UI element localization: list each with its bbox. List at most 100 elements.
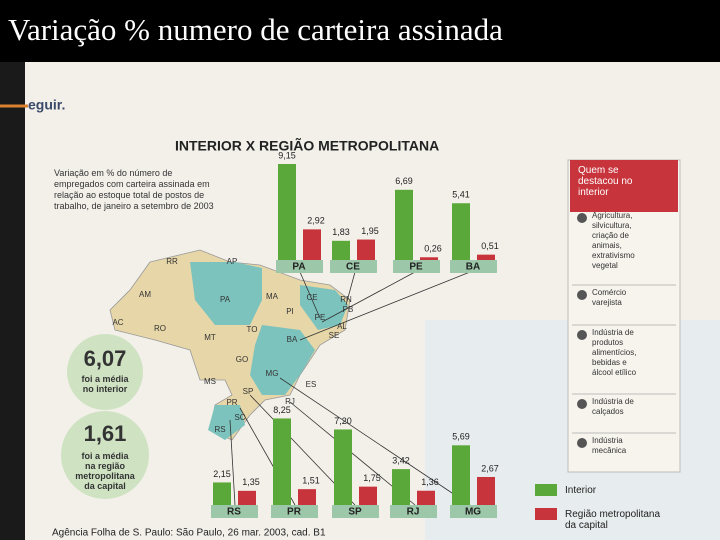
bar bbox=[238, 490, 256, 505]
background-text: eguir. bbox=[28, 97, 65, 113]
map-label: ES bbox=[306, 380, 317, 389]
connector bbox=[299, 271, 321, 319]
map-label: MA bbox=[266, 292, 279, 301]
category-box bbox=[211, 505, 258, 518]
connector bbox=[321, 271, 416, 323]
value-label: 7,20 bbox=[334, 416, 352, 426]
highlight-item: Indústria de calçados bbox=[592, 397, 634, 416]
bar bbox=[420, 257, 438, 260]
bar bbox=[477, 476, 495, 505]
connector bbox=[345, 271, 356, 306]
category-label: RJ bbox=[407, 507, 420, 518]
map-label: MT bbox=[204, 333, 216, 342]
highlight-icon bbox=[577, 213, 587, 223]
connector bbox=[229, 419, 236, 506]
value-label: 5,41 bbox=[452, 190, 470, 200]
value-label: 1,83 bbox=[332, 227, 350, 237]
highlights-title: Quem se destacou no interior bbox=[578, 165, 633, 198]
chart-title: INTERIOR X REGIÃO METROPOLITANA bbox=[175, 137, 439, 154]
annotation-value: 1,61 bbox=[84, 421, 127, 446]
highlight-icon bbox=[577, 330, 587, 340]
value-label: 0,26 bbox=[424, 244, 442, 254]
category-label: RS bbox=[227, 507, 241, 518]
category-label: CE bbox=[346, 262, 360, 273]
bar bbox=[417, 490, 435, 505]
value-label: 1,36 bbox=[421, 477, 439, 487]
connector bbox=[299, 271, 471, 341]
bar bbox=[395, 189, 413, 260]
bar bbox=[359, 486, 377, 505]
highlight-item: Comércio varejista bbox=[592, 288, 627, 307]
highlight-item: Indústria de produtos alimentícios, bebidas… bbox=[592, 328, 637, 377]
map-label: AL bbox=[337, 322, 347, 331]
map-label: SE bbox=[329, 331, 340, 340]
annotation-text: foi a média na região metropolitana da capi… bbox=[75, 451, 136, 491]
value-label: 3,42 bbox=[392, 455, 410, 465]
map-label: PR bbox=[226, 398, 237, 407]
map-label: PI bbox=[286, 307, 294, 316]
value-label: 9,15 bbox=[278, 150, 296, 160]
category-box bbox=[393, 260, 440, 273]
highlight-icon bbox=[577, 399, 587, 409]
category-box bbox=[330, 260, 377, 273]
legend-label: Região metropolitana da capital bbox=[565, 509, 660, 531]
bar bbox=[303, 229, 321, 260]
description: Variação em % do número de empregados co… bbox=[54, 168, 214, 211]
annotation-value: 6,07 bbox=[84, 346, 127, 371]
map-label: TO bbox=[247, 325, 258, 334]
value-label: 1,51 bbox=[302, 476, 320, 486]
category-label: MG bbox=[465, 507, 481, 518]
map-label: SC bbox=[234, 413, 245, 422]
bar bbox=[477, 254, 495, 260]
bar bbox=[452, 445, 470, 505]
value-label: 0,51 bbox=[481, 241, 499, 251]
bar bbox=[332, 240, 350, 260]
map-label: RN bbox=[340, 295, 352, 304]
value-label: 2,15 bbox=[213, 469, 231, 479]
map-label: MG bbox=[266, 369, 279, 378]
map-label: PB bbox=[343, 305, 354, 314]
highlight-item: Indústria mecânica bbox=[592, 436, 627, 455]
highlight-item: Agricultura, silvicultura, criação de anima… bbox=[592, 211, 635, 270]
map-region bbox=[208, 405, 245, 440]
map-region bbox=[250, 325, 315, 395]
source: Agência Folha de S. Paulo: São Paulo, 26… bbox=[52, 528, 326, 539]
value-label: 1,35 bbox=[242, 477, 260, 487]
category-box bbox=[271, 505, 318, 518]
highlight-icon bbox=[577, 290, 587, 300]
map-label: RS bbox=[214, 425, 225, 434]
map-brazil bbox=[109, 249, 351, 441]
bar bbox=[392, 469, 410, 505]
map-label: MS bbox=[204, 377, 216, 386]
category-box bbox=[332, 505, 379, 518]
category-box bbox=[276, 260, 323, 273]
value-label: 2,67 bbox=[481, 463, 499, 473]
map-region bbox=[300, 285, 348, 330]
map-label: BA bbox=[287, 335, 298, 344]
legend-label: Interior bbox=[565, 485, 597, 496]
map-label: AC bbox=[112, 318, 123, 327]
category-label: PR bbox=[287, 507, 302, 518]
connector bbox=[279, 377, 471, 506]
map-region bbox=[190, 262, 262, 325]
bar bbox=[278, 164, 296, 260]
map-label: CE bbox=[306, 293, 317, 302]
annotation-bubble bbox=[67, 334, 143, 410]
map-label: RJ bbox=[285, 397, 295, 406]
map-label: PA bbox=[220, 295, 231, 304]
highlights-header bbox=[570, 160, 678, 212]
legend-swatch bbox=[535, 484, 557, 496]
category-label: SP bbox=[348, 507, 362, 518]
category-label: BA bbox=[466, 262, 480, 273]
bar bbox=[334, 429, 352, 505]
bar bbox=[357, 239, 375, 260]
bar bbox=[213, 482, 231, 505]
category-label: PA bbox=[292, 262, 305, 273]
bar bbox=[452, 203, 470, 260]
highlight-icon bbox=[577, 438, 587, 448]
value-label: 2,92 bbox=[307, 216, 325, 226]
value-label: 8,25 bbox=[273, 405, 291, 415]
value-label: 6,69 bbox=[395, 176, 413, 186]
category-box bbox=[390, 505, 437, 518]
map-label: AP bbox=[227, 257, 238, 266]
